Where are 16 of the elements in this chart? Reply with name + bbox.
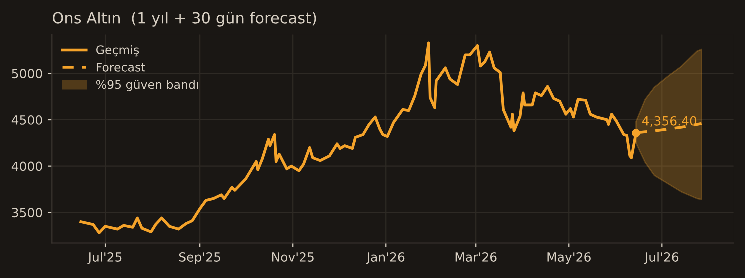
y-tick-label: 3500 — [12, 208, 42, 218]
legend-label: Forecast — [96, 63, 146, 72]
x-tick-label: Sep'25 — [179, 252, 220, 264]
x-tick-label: May'26 — [548, 252, 591, 264]
x-tick-label: Mar'26 — [456, 252, 497, 262]
y-tick-label: 5000 — [12, 69, 42, 79]
annotation: 4,356.40 — [642, 116, 697, 128]
y-tick-label: 4500 — [12, 115, 42, 125]
y-tick-label: 4000 — [12, 162, 42, 172]
x-tick-label: Jul'25 — [88, 252, 122, 264]
x-tick-label: Jan'26 — [366, 252, 405, 264]
chart-title: Ons Altın (1 yıl + 30 gün forecast) — [53, 12, 316, 27]
x-tick-label: Jul'26 — [644, 252, 679, 264]
x-tick-label: Nov'25 — [272, 252, 314, 262]
annotation: %95 güven bandı — [96, 80, 198, 92]
legend-label: Geçmiş — [96, 45, 140, 57]
